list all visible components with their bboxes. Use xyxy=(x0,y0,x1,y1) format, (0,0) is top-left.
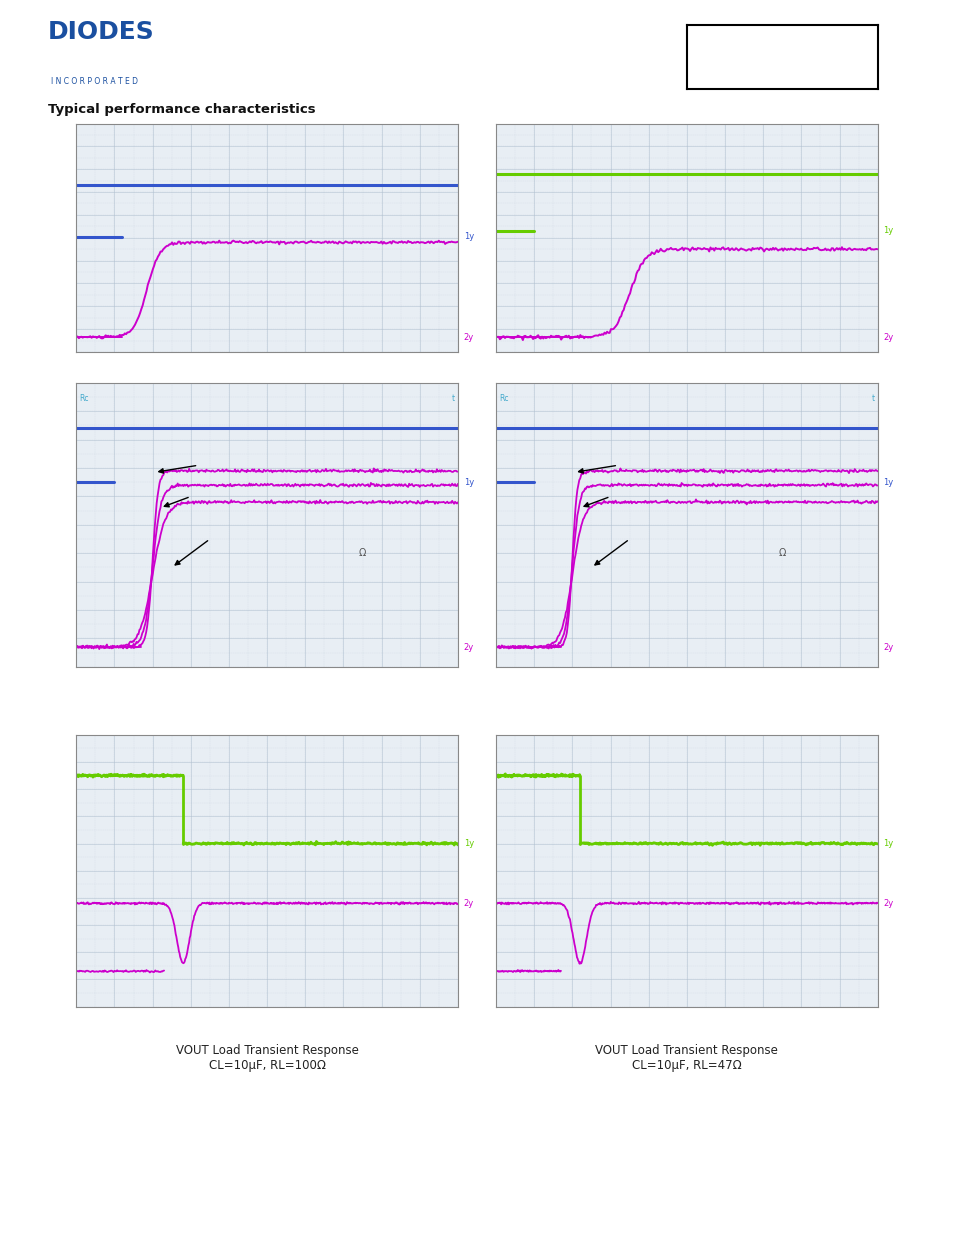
Text: Ω: Ω xyxy=(358,548,366,558)
Text: 2y: 2y xyxy=(882,642,893,652)
Text: Rc: Rc xyxy=(498,394,508,403)
Text: t: t xyxy=(452,394,455,403)
Text: 2y: 2y xyxy=(882,332,893,342)
Text: 1y: 1y xyxy=(463,232,474,241)
Text: VOUT Load Transient Response
CL=10µF, RL=100Ω: VOUT Load Transient Response CL=10µF, RL… xyxy=(175,1044,358,1072)
Text: 2y: 2y xyxy=(463,642,474,652)
Text: 2y: 2y xyxy=(463,899,474,908)
Text: 1y: 1y xyxy=(882,226,893,236)
Text: I N C O R P O R A T E D: I N C O R P O R A T E D xyxy=(51,77,138,85)
Text: VOUT Load Transient Response
CL=10µF, RL=47Ω: VOUT Load Transient Response CL=10µF, RL… xyxy=(595,1044,778,1072)
Text: 2y: 2y xyxy=(882,899,893,908)
Text: 1y: 1y xyxy=(882,839,893,848)
Text: Rc: Rc xyxy=(79,394,89,403)
Text: 1y: 1y xyxy=(463,839,474,848)
Text: 1y: 1y xyxy=(463,478,474,487)
Text: DIODES: DIODES xyxy=(48,20,154,44)
Text: 1y: 1y xyxy=(882,478,893,487)
Text: t: t xyxy=(871,394,874,403)
Text: Ω: Ω xyxy=(778,548,785,558)
Text: Typical performance characteristics: Typical performance characteristics xyxy=(48,104,315,116)
Text: 2y: 2y xyxy=(463,332,474,342)
